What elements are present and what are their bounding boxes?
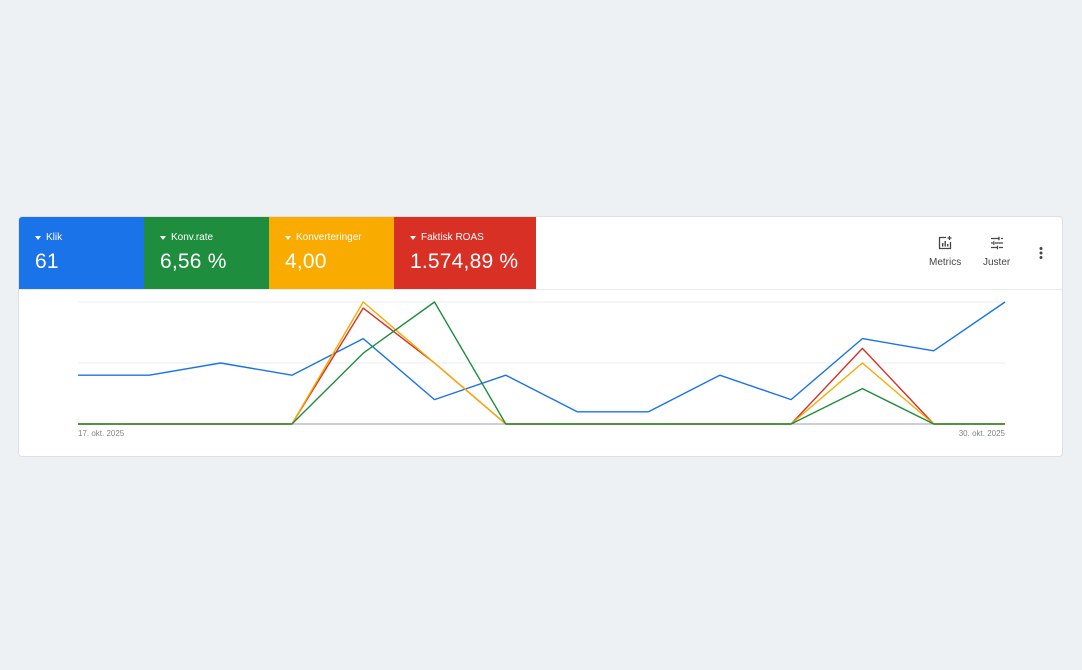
juster-label: Juster: [983, 257, 1011, 268]
metric-tile-konverteringer[interactable]: Konverteringer 4,00: [269, 217, 394, 289]
x-tick-label: 30. okt. 2025: [959, 429, 1006, 438]
more-vert-icon[interactable]: [1035, 245, 1047, 261]
dropdown-arrow-icon: [410, 236, 416, 240]
metric-tile-konv-rate[interactable]: Konv.rate 6,56 %: [144, 217, 269, 289]
metric-label: Konv.rate: [171, 232, 214, 243]
metrics-label: Metrics: [929, 257, 962, 268]
dropdown-arrow-icon: [285, 236, 291, 240]
dropdown-arrow-icon: [160, 236, 166, 240]
metrics-button[interactable]: Metrics: [929, 235, 961, 268]
metric-label: Klik: [46, 232, 63, 243]
metric-value: 61: [35, 250, 59, 273]
series-line-konv-rate: [78, 301, 1005, 425]
line-chart: 17. okt. 2025 30. okt. 2025: [78, 301, 1006, 438]
metric-tiles: Klik 61 Konv.rate 6,56 % Konverteringer …: [19, 217, 536, 289]
header-divider: [19, 289, 1062, 290]
x-tick-label: 17. okt. 2025: [78, 429, 125, 438]
metric-value: 6,56 %: [160, 250, 227, 273]
metric-tile-faktisk-roas[interactable]: Faktisk ROAS 1.574,89 %: [394, 217, 536, 289]
bar-chart-add-icon: [938, 236, 952, 250]
series-line-klik: [78, 301, 1006, 413]
tune-sliders-icon: [990, 236, 1003, 250]
metric-label: Faktisk ROAS: [421, 232, 484, 243]
juster-button[interactable]: Juster: [983, 235, 1010, 268]
metric-tile-klik[interactable]: Klik 61: [19, 217, 144, 289]
metric-value: 1.574,89 %: [410, 250, 519, 273]
metric-value: 4,00: [285, 250, 327, 273]
performance-card: Klik 61 Konv.rate 6,56 % Konverteringer …: [18, 216, 1063, 457]
dropdown-arrow-icon: [35, 236, 41, 240]
metric-label: Konverteringer: [296, 232, 362, 243]
